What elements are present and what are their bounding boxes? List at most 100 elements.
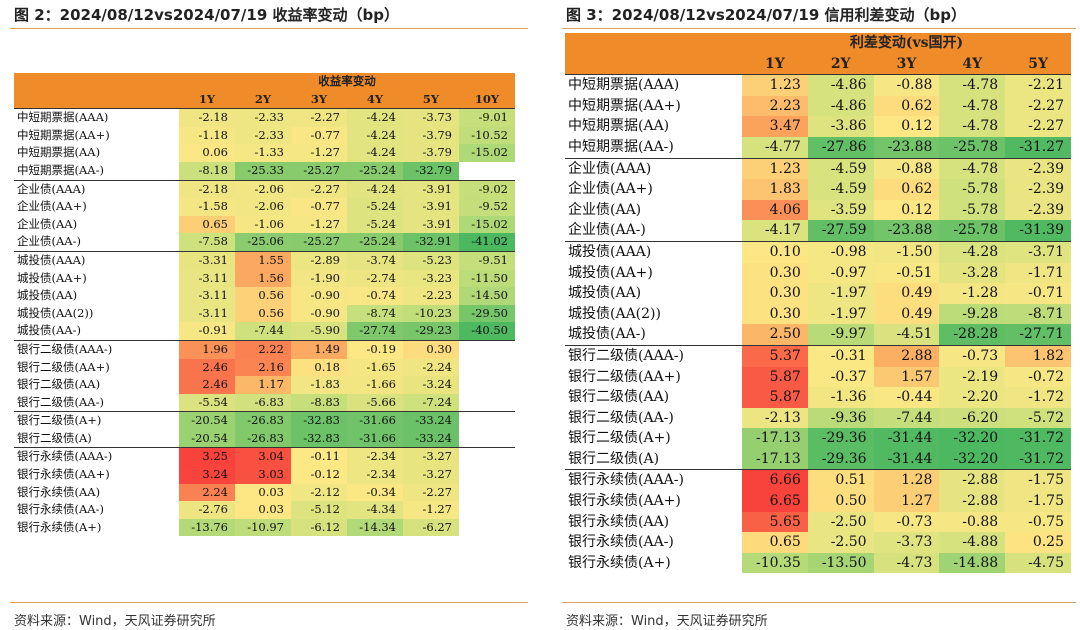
value-cell: -5.54	[179, 393, 235, 412]
value-cell: 1.23	[742, 157, 808, 180]
value-cell: -9.97	[807, 324, 874, 346]
tenor-header-3y: 3Y	[873, 53, 940, 75]
value-cell: -1.75	[1005, 491, 1071, 512]
left-figure-title: 图 2：2024/08/12vs2024/07/19 收益率变动（bp）	[14, 6, 399, 24]
table-row: 城投债(AA+) 0.30 -0.97 -0.51 -3.28 -1.71	[565, 262, 1071, 284]
row-label: 城投债(AA+)	[568, 264, 653, 281]
value-cell: 6.66	[742, 469, 808, 492]
value-cell	[459, 339, 515, 359]
value-cell: -0.72	[1005, 366, 1071, 388]
value-cell: -8.83	[291, 393, 347, 412]
value-cell: -14.50	[459, 287, 515, 305]
row-label: 中短期票据(AA)	[568, 118, 670, 135]
value-cell: -4.59	[807, 157, 874, 180]
table-row: 企业债(AA+) -1.58 -2.06 -0.77 -5.24 -3.91 -9.52	[14, 198, 515, 216]
value-cell: -5.72	[1005, 407, 1071, 429]
value-cell: -1.97	[807, 283, 874, 304]
table-row: 中短期票据(AA-) -4.77 -27.86 -23.88 -25.78 -31.27	[565, 136, 1071, 159]
value-cell: -9.02	[459, 179, 515, 199]
value-cell: 0.30	[403, 339, 459, 359]
table-row: 中短期票据(AAA) -2.18 -2.33 -2.27 -4.24 -3.73 -9.01	[14, 108, 515, 127]
value-cell: -4.78	[939, 116, 1006, 137]
value-cell: -14.34	[347, 518, 403, 537]
value-cell: -6.27	[403, 518, 459, 537]
row-label: 银行二级债(AA-)	[568, 409, 674, 426]
value-cell: -8.74	[347, 304, 403, 323]
table-row: 企业债(AA-) -4.17 -27.59 -23.88 -25.78 -31.39	[565, 220, 1071, 242]
value-cell: -0.88	[873, 74, 940, 96]
table-row: 银行永续债(AA) 5.65 -2.50 -0.73 -0.88 -0.75	[565, 511, 1071, 533]
value-cell: -2.88	[939, 469, 1006, 492]
row-label: 银行二级债(AA+)	[17, 359, 110, 374]
row-label: 中短期票据(AAA)	[565, 74, 742, 96]
value-cell: -10.97	[235, 518, 291, 537]
table-row: 城投债(AAA) 0.10 -0.98 -1.50 -4.28 -3.71	[565, 240, 1071, 263]
left-title-rule	[10, 28, 528, 29]
value-cell: -1.66	[347, 376, 403, 394]
row-label: 企业债(AA-)	[568, 222, 646, 239]
value-cell: 0.56	[235, 287, 291, 305]
value-cell: -1.50	[873, 240, 940, 263]
header-corner-cell	[14, 73, 179, 109]
value-cell: 2.50	[742, 324, 808, 346]
value-cell: 0.62	[873, 95, 940, 117]
row-label: 城投债(AAA)	[565, 240, 742, 263]
table-header-title: 利差变动(vs国开)	[742, 33, 1071, 54]
table-row: 中短期票据(AA) 0.06 -1.33 -1.27 -4.24 -3.79 -15.02	[14, 144, 515, 162]
value-cell: -25.78	[939, 136, 1006, 159]
value-cell: -15.02	[459, 144, 515, 162]
value-cell: -0.77	[291, 126, 347, 145]
value-cell: -4.78	[939, 74, 1006, 96]
value-cell: -0.73	[873, 511, 940, 533]
value-cell: -4.28	[939, 240, 1006, 263]
value-cell: -4.24	[347, 144, 403, 162]
value-cell	[459, 519, 515, 537]
value-cell: -4.86	[807, 74, 874, 96]
value-cell: 3.25	[179, 447, 235, 467]
value-cell: -7.44	[873, 407, 940, 429]
value-cell: 0.12	[873, 199, 940, 221]
row-label: 中短期票据(AA)	[17, 145, 101, 160]
table-row: 银行二级债(A) -20.54 -26.83 -32.83 -31.66 -33.24	[14, 429, 515, 448]
value-cell: -3.79	[403, 144, 459, 162]
value-cell	[459, 376, 515, 394]
row-label: 城投债(AA)	[17, 288, 78, 303]
value-cell: -2.39	[1005, 199, 1071, 221]
value-cell: -5.66	[347, 393, 403, 412]
value-cell: -10.52	[459, 126, 515, 145]
row-label: 城投债(AAA)	[14, 250, 179, 270]
value-cell: 0.56	[235, 304, 291, 323]
value-cell: -5.12	[291, 501, 347, 519]
value-cell: -1.18	[179, 126, 235, 145]
table-row: 城投债(AA-) 2.50 -9.97 -4.51 -28.28 -27.71	[565, 324, 1071, 346]
value-cell: -31.44	[873, 428, 940, 449]
table-row: 城投债(AA+) -3.11 1.56 -1.90 -2.74 -3.23 -11.50	[14, 269, 515, 288]
value-cell: -0.91	[179, 322, 235, 341]
value-cell: -4.86	[807, 95, 874, 117]
value-cell: 1.27	[873, 491, 940, 512]
value-cell: -4.78	[939, 157, 1006, 180]
value-cell: -7.24	[403, 393, 459, 412]
value-cell: 0.03	[235, 501, 291, 519]
value-cell: -4.78	[939, 95, 1006, 117]
table-row: 城投债(AA) -3.11 0.56 -0.90 -0.74 -2.23 -14.50	[14, 287, 515, 305]
table-row: 中短期票据(AAA) 1.23 -4.86 -0.88 -4.78 -2.21	[565, 74, 1071, 96]
value-cell: 0.51	[807, 469, 874, 492]
row-label: 银行永续债(AA+)	[568, 493, 681, 510]
value-cell: -0.44	[873, 387, 940, 408]
row-label: 城投债(AA-)	[568, 326, 646, 343]
value-cell: 2.46	[179, 376, 235, 394]
spread-change-table: 利差变动(vs国开) 1Y 2Y 3Y 4Y 5Y 中短期票据(AAA) 1.23 -4.86-…	[565, 33, 1071, 574]
yield-change-table: 收益率变动 1Y 2Y 3Y 4Y 5Y 10Y 中短期票据(AAA) -2.18 -2.33 -2…	[14, 73, 515, 537]
value-cell: 1.17	[235, 376, 291, 394]
value-cell: -31.66	[347, 411, 403, 430]
value-cell: -4.59	[807, 179, 874, 200]
value-cell: 2.16	[235, 358, 291, 377]
value-cell: -0.97	[807, 262, 874, 284]
value-cell: 0.12	[873, 116, 940, 137]
value-cell: -25.27	[291, 161, 347, 181]
tenor-header-5y: 5Y	[1005, 53, 1071, 75]
value-cell: -0.31	[807, 344, 874, 367]
value-cell: 5.65	[742, 511, 808, 533]
value-cell: -27.71	[1005, 324, 1071, 346]
